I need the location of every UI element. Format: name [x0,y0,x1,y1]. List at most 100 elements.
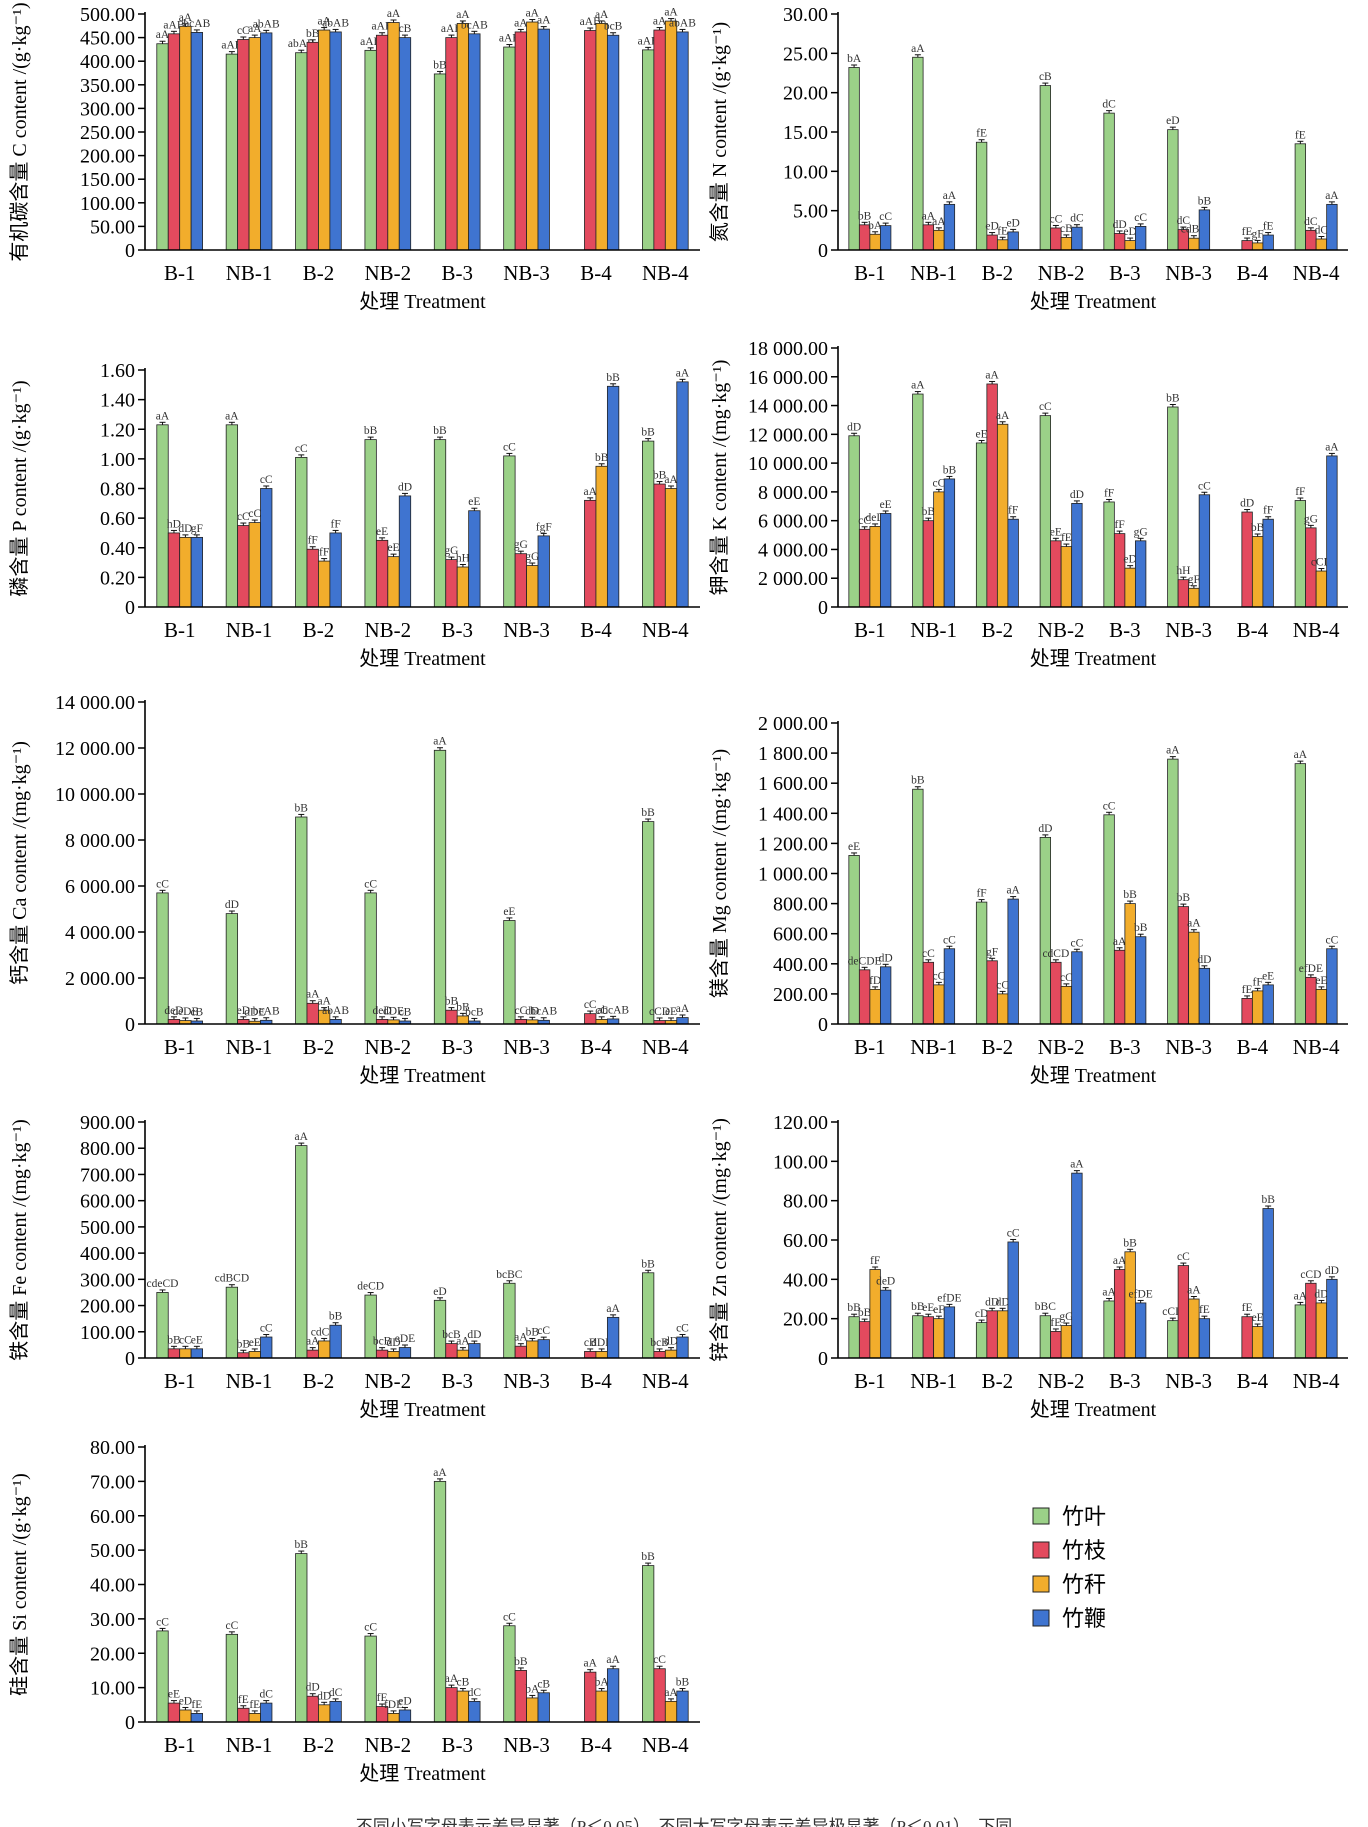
significance-label: cB [457,1677,470,1689]
significance-label: fF [1114,519,1124,531]
significance-label: bB [445,996,459,1008]
significance-label: dD [525,1005,539,1017]
significance-label: aA [1113,936,1127,948]
y-tick-label: 20.00 [783,1309,828,1331]
y-tick-label: 150.00 [80,169,135,191]
significance-label: aA [225,410,239,422]
bar [167,1348,181,1359]
bar [190,536,203,608]
significance-label: cC [653,1654,666,1666]
significance-label: eDE [395,1333,415,1345]
significance-label: bcB [373,1336,392,1348]
x-category-label: NB-4 [642,1733,689,1757]
significance-label: fF [1104,487,1114,499]
significance-label: dD [1314,1288,1328,1300]
significance-label: aA [595,9,609,21]
bar [306,41,319,251]
legend-swatch [1032,1609,1050,1627]
significance-label: aA [1187,1285,1201,1297]
bar [1103,501,1115,608]
bar [468,1343,481,1359]
y-tick-label: 18 000.00 [748,338,828,360]
bar [1134,540,1147,608]
significance-label: bcB [465,1006,484,1018]
significance-label: cB [399,23,412,35]
significance-label: dC [1070,213,1084,225]
significance-label: deCD [357,1281,384,1293]
significance-label: bB [1251,522,1265,534]
significance-label: dD [467,1329,481,1341]
significance-label: aA [306,989,320,1001]
y-tick-label: 100.00 [80,193,135,215]
significance-label: dD [1038,823,1052,835]
significance-label: aA [676,367,690,379]
significance-label: cC [932,477,945,489]
chart-7: 0 100.00 200.00 300.00 400.00 500.00 600.00 700… [8,1112,700,1421]
significance-label: aA [584,486,598,498]
x-category-label: NB-2 [364,261,411,285]
bar [433,439,447,608]
x-category-label: NB-1 [910,1035,957,1059]
significance-label: aA [606,1654,620,1666]
significance-label: eD [179,1695,192,1707]
significance-label: fF [1295,486,1305,498]
y-tick-label: 20.00 [783,83,828,105]
y-tick-label: 1.00 [100,449,135,471]
significance-label: dD [1240,498,1254,510]
x-category-label: NB-1 [910,618,957,642]
legend-swatch [1032,1507,1050,1525]
bar [996,423,1009,608]
significance-label: cdeCD [147,1278,179,1290]
significance-label: bB [364,425,378,437]
x-category-label: B-2 [982,261,1014,285]
bar [364,49,377,251]
significance-label: aA [1187,918,1201,930]
bar [445,1687,458,1723]
significance-label: fE [1242,984,1253,996]
significance-label: hH [1176,565,1190,577]
x-category-label: NB-2 [364,618,411,642]
significance-label: fgF [536,521,552,533]
chart-1: 050.00100.00150.00200.00250.00300.00350.… [8,2,700,313]
bar [1241,998,1253,1025]
significance-label: aA [985,369,999,381]
x-category-label: B-2 [303,618,335,642]
x-category-label: B-4 [580,261,612,285]
bar [986,1310,998,1359]
significance-label: bcAB [461,19,488,31]
significance-label: aA [526,8,540,20]
bar [922,1316,935,1359]
significance-label: cC [1326,934,1339,946]
bar [642,440,655,608]
y-tick-label: 0 [125,1348,135,1370]
significance-label: dC [260,1689,274,1701]
significance-label: bA [525,1683,540,1695]
bar [664,1700,678,1723]
y-tick-label: 5.00 [793,201,828,223]
significance-label: bB [433,59,447,71]
y-tick-label: 60.00 [90,1506,135,1528]
significance-label: bB [858,1307,872,1319]
significance-label: cC [364,1622,377,1634]
bar [1251,1326,1264,1359]
significance-label: abAB [322,17,349,29]
legend-label: 竹秆 [1062,1572,1106,1597]
significance-label: eE [1315,975,1327,987]
significance-label: aA [676,1003,690,1015]
significance-label: bB [1177,892,1191,904]
significance-label: fF [319,547,329,559]
significance-label: eE [468,496,480,508]
significance-label: cC [943,934,956,946]
significance-label: fD [869,975,881,987]
bar [1294,763,1307,1025]
x-category-label: B-4 [580,1733,612,1757]
significance-label: cC [1071,937,1084,949]
bar [1071,226,1083,251]
bar [1071,502,1083,608]
x-category-label: B-1 [854,1369,886,1393]
x-category-label: B-2 [303,1733,335,1757]
bar [653,1351,666,1359]
x-category-label: B-1 [164,1733,196,1757]
significance-label: cC [879,211,892,223]
